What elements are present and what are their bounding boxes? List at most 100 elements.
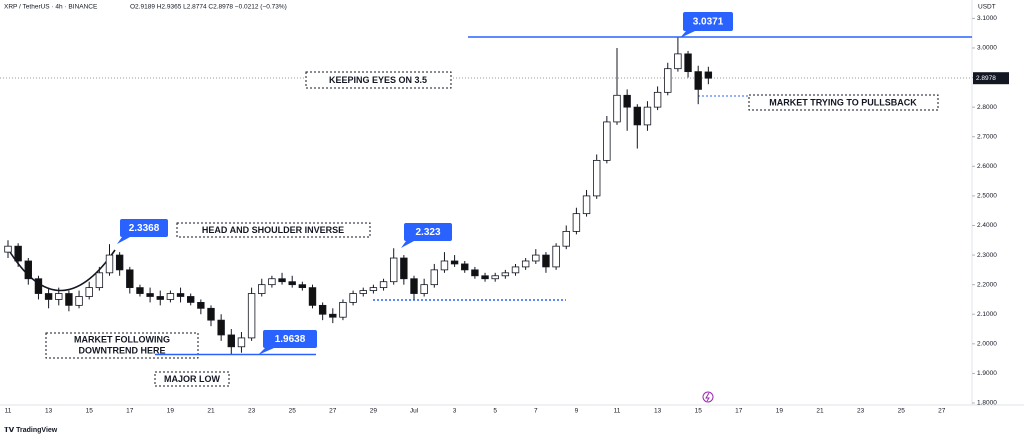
y-tick-label: 2.0000 [977,341,997,348]
candle-body [704,71,713,79]
candle-body [105,254,114,274]
candle-body [308,287,317,306]
candle-body [227,334,235,348]
x-tick-label: 29 [370,408,378,415]
x-tick-label: 17 [735,408,743,415]
last-price-box [973,72,1009,85]
x-tick-label: 13 [45,408,53,415]
candle-body [146,293,154,297]
y-tick-label: 2.5000 [977,193,997,200]
y-tick-label: 2.3000 [977,252,997,259]
candle-body [55,293,63,300]
candle-body [400,257,408,280]
x-tick-label: Jul [410,408,419,415]
candle-body [511,266,520,274]
note-text: KEEPING EYES ON 3.5 [329,75,427,85]
note-box [154,371,230,387]
x-tick-label: 11 [5,408,12,415]
y-tick-label: 2.7000 [977,133,997,140]
candle-body [694,71,702,90]
candle-body [664,68,672,93]
candle-body [85,287,93,297]
callout-label: 1.9638 [275,334,306,345]
x-tick-label: 23 [248,408,256,415]
x-tick-label: 3 [453,408,457,415]
note-text: MARKET FOLLOWING [74,334,170,344]
candle-body [440,260,449,271]
candle-body [461,263,469,271]
candle-body [633,106,641,126]
candle-body [481,275,489,280]
y-tick-label: 2.2000 [977,281,997,288]
candle-body [684,53,692,73]
candle-body [653,91,662,108]
x-tick-label: 25 [289,408,297,415]
callout-label: 3.0371 [693,17,724,28]
candle-body [217,319,225,336]
brand: 𝗧𝗩 TradingView [4,427,58,434]
callout: 1.9638 [258,330,317,355]
candle-body [268,278,276,286]
callout: 2.323 [401,223,452,248]
x-tick-label: 21 [816,408,824,415]
y-tick-label: 3.1000 [977,15,997,22]
candle-body [197,302,205,309]
candle-body [247,293,256,339]
candle-body [24,260,32,280]
candle-body [501,272,510,277]
note-text: HEAD AND SHOULDER INVERSE [202,225,344,235]
note-text: DOWNTREND HERE [79,345,166,355]
candle-body [156,296,164,300]
candle-body [207,307,215,321]
candle-body [237,337,246,348]
note-text: MAJOR LOW [164,374,221,384]
callout-label: 2.323 [415,227,440,238]
candle-body [410,278,418,294]
candle-body [593,159,601,197]
pattern-curve [9,249,116,292]
candle-body [186,296,195,303]
candle-body [329,313,337,318]
x-tick-label: 21 [207,408,215,415]
candle-body [420,284,428,294]
candle-body [65,293,73,306]
currency-label: USDT [978,4,996,11]
y-tick-label: 1.9000 [977,370,997,377]
candle-body [126,269,134,289]
candle-body [562,230,570,247]
x-tick-label: 11 [614,408,621,415]
x-tick-label: 23 [857,408,865,415]
candle-body [450,260,459,265]
candle-body [623,94,631,108]
candle-body [166,293,175,300]
candle-body [674,53,682,70]
note-box [176,222,371,238]
candle-body [521,260,530,268]
last-price-label: 2.8978 [976,75,996,82]
candle-body [34,278,43,294]
candle-body [258,284,266,294]
candle-body [532,254,540,262]
candle-body [318,304,327,315]
y-tick-label: 3.0000 [977,45,997,52]
candle-body [115,254,124,271]
candle-body [572,213,581,232]
candle-body [369,287,378,291]
candle-body [349,293,357,303]
candle-body [75,296,83,306]
event-icon[interactable] [702,391,714,403]
x-tick-label: 25 [898,408,906,415]
candle-body [603,121,611,161]
x-tick-label: 27 [938,408,946,415]
candle-body [4,245,12,253]
brand-name: TradingView [16,427,58,434]
symbol-title: XRP / TetherUS · 4h · BINANCE [4,4,98,11]
candle-body [359,290,367,294]
x-tick-label: 9 [575,408,579,415]
candle-body [14,245,22,262]
candle-body [491,275,499,280]
x-tick-label: 7 [534,408,538,415]
candle-body [298,284,307,289]
y-tick-label: 2.1000 [977,311,997,318]
